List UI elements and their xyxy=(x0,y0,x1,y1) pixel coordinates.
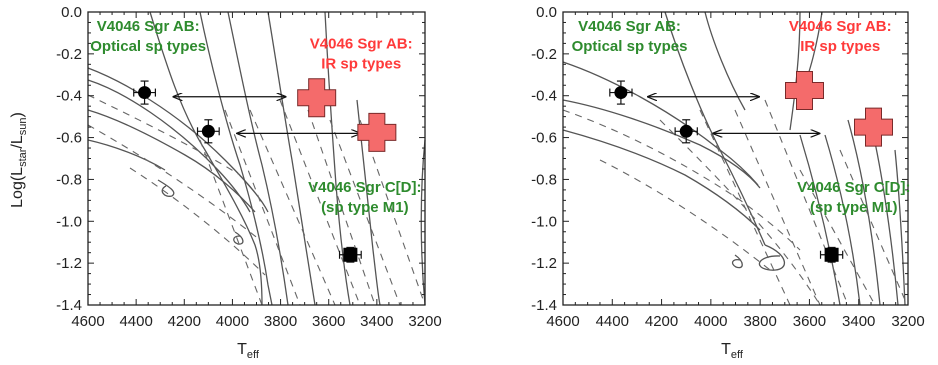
solid-track xyxy=(562,61,759,186)
x-tick-label: 3600 xyxy=(312,313,345,330)
x-tick-label: 4200 xyxy=(645,313,678,330)
x-tick-label: 3800 xyxy=(743,313,776,330)
tick-labels: 4600 4400 4200 4000 3800 3600 3400 3200 0.0 -0.2 -… xyxy=(531,4,925,330)
loop xyxy=(233,231,244,245)
right-panel: 4600 4400 4200 4000 3800 3600 3400 3200 0.0 -0.2 -… xyxy=(531,4,925,361)
annotation-line: IR sp types xyxy=(800,38,880,55)
annotation-line: (sp type M1) xyxy=(810,199,898,216)
y-tick-label: -0.8 xyxy=(531,171,557,188)
solid-track xyxy=(87,139,166,171)
y-axis-label: Log(Lstar/Lsun) xyxy=(9,112,29,208)
solid-track xyxy=(87,109,256,213)
y-tick-label: -1.2 xyxy=(56,255,82,272)
y-tick-label: -0.4 xyxy=(531,88,557,105)
y-tick-label: -0.8 xyxy=(56,171,82,188)
optical-sptype-marker xyxy=(614,86,628,100)
arrows xyxy=(173,97,360,134)
annotations: V4046 Sgr AB: Optical sp types V4046 Sgr A… xyxy=(90,18,421,216)
x-tick-label: 4400 xyxy=(119,313,152,330)
data-points xyxy=(609,70,893,263)
solid-track xyxy=(324,11,351,306)
solid-track xyxy=(799,134,841,306)
ir-sptype-cross xyxy=(854,107,893,147)
y-tick-label: -0.2 xyxy=(56,46,82,63)
loop xyxy=(731,254,743,269)
y-tick-label: -0.4 xyxy=(56,88,82,105)
x-axis-label: Teff xyxy=(721,341,744,360)
axis-ticks xyxy=(562,11,909,306)
x-tick-label: 4200 xyxy=(168,313,201,330)
x-tick-label: 3800 xyxy=(264,313,297,330)
solid-track xyxy=(227,11,289,306)
annotation-line: V4046 Sgr AB: xyxy=(789,18,892,35)
x-tick-label: 3400 xyxy=(360,313,393,330)
annotation-line: V4046 Sgr AB: xyxy=(310,36,413,53)
annotation-line: V4046 Sgr C[D]: xyxy=(308,179,421,196)
solid-track xyxy=(894,149,906,306)
dashed-lines xyxy=(87,94,426,306)
isochrone-lines xyxy=(87,11,426,306)
solid-track xyxy=(847,119,881,306)
plot-frame xyxy=(562,11,909,306)
solid-track xyxy=(704,11,746,111)
y-tick-label: 0.0 xyxy=(61,4,82,21)
solid-track xyxy=(267,11,316,306)
y-tick-label: -0.2 xyxy=(531,46,557,63)
annotation-line: Optical sp types xyxy=(572,38,688,55)
x-tick-label: 4000 xyxy=(216,313,249,330)
companion-square-marker xyxy=(343,247,358,262)
solid-track xyxy=(824,134,861,306)
optical-sptype-marker xyxy=(201,124,215,138)
solid-track xyxy=(562,129,761,231)
tick-labels: 4600 4400 4200 4000 3800 3600 3400 3200 0.0 -0.2 -… xyxy=(56,4,442,330)
y-tick-label: -0.6 xyxy=(531,130,557,147)
annotation-line: (sp type M1) xyxy=(321,199,409,216)
annotation-line: V4046 Sgr AB: xyxy=(97,18,200,35)
x-tick-label: 4000 xyxy=(694,313,727,330)
annotation-line: Optical sp types xyxy=(90,38,206,55)
y-tick-label: -1.2 xyxy=(531,255,557,272)
loop xyxy=(758,244,786,271)
y-tick-label: -1.4 xyxy=(531,297,557,314)
arrows xyxy=(648,97,819,134)
annotations: V4046 Sgr AB: Optical sp types V4046 Sgr A… xyxy=(572,18,911,216)
y-tick-label: -1.4 xyxy=(56,297,82,314)
ir-sptype-cross xyxy=(357,112,397,152)
data-points xyxy=(133,78,397,263)
annotation-line: IR sp types xyxy=(321,56,401,73)
optical-sptype-marker xyxy=(138,86,152,100)
x-tick-label: 4600 xyxy=(546,313,579,330)
annotation-line: V4046 Sgr C[D]: xyxy=(797,179,910,196)
y-tick-label: -1.0 xyxy=(531,213,557,230)
ir-sptype-cross xyxy=(785,70,824,110)
x-tick-label: 4600 xyxy=(71,313,104,330)
y-tick-label: -1.0 xyxy=(56,213,82,230)
isochrone-lines xyxy=(562,11,906,306)
x-axis-label: Teff xyxy=(237,341,260,360)
annotation-line: V4046 Sgr AB: xyxy=(578,18,681,35)
x-tick-label: 3400 xyxy=(842,313,875,330)
x-tick-label: 3200 xyxy=(408,313,441,330)
axis-ticks xyxy=(87,11,426,306)
y-tick-label: 0.0 xyxy=(536,4,557,21)
optical-sptype-marker xyxy=(679,124,693,138)
x-tick-label: 4400 xyxy=(596,313,629,330)
solid-track xyxy=(199,11,273,306)
solid-track xyxy=(562,99,761,189)
x-tick-label: 3600 xyxy=(793,313,826,330)
loop xyxy=(157,179,175,197)
companion-square-marker xyxy=(824,247,839,262)
left-panel: 4600 4400 4200 4000 3800 3600 3400 3200 0.0 -0.2 -… xyxy=(9,4,442,361)
solid-track xyxy=(149,11,263,306)
x-tick-label: 3200 xyxy=(891,313,924,330)
solid-track xyxy=(420,139,426,306)
ir-sptype-cross xyxy=(297,78,337,118)
y-tick-label: -0.6 xyxy=(56,130,82,147)
